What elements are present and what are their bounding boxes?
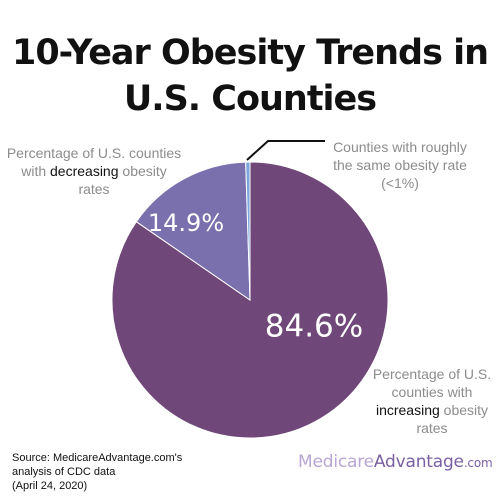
slice-label-1: 14.9%: [148, 209, 224, 237]
pie-slices: [111, 161, 389, 439]
decreasing-annotation: Percentage of U.S. counties with decreas…: [6, 145, 182, 197]
slice-labels: 84.6% 14.9%: [148, 209, 363, 345]
medicareadvantage-logo: MedicareAdvantage.com: [298, 452, 493, 472]
increasing-annotation: Percentage of U.S. counties with increas…: [372, 366, 492, 436]
increasing-keyword: increasing: [375, 402, 440, 418]
leader-line: [246, 140, 325, 161]
decreasing-keyword: decreasing: [50, 163, 119, 179]
same-rate-annotation: Counties with roughly the same obesity r…: [333, 139, 467, 191]
title-line-2: U.S. Counties: [123, 79, 377, 119]
pie-slice-2: [245, 161, 251, 301]
source-note: Source: MedicareAdvantage.com's analysis…: [12, 452, 183, 492]
title-line-1: 10-Year Obesity Trends in: [11, 33, 489, 73]
slice-label-0: 84.6%: [265, 309, 363, 345]
chart-title: 10-Year Obesity Trends in U.S. Counties: [0, 30, 500, 122]
pie-slice-1: [135, 161, 251, 301]
